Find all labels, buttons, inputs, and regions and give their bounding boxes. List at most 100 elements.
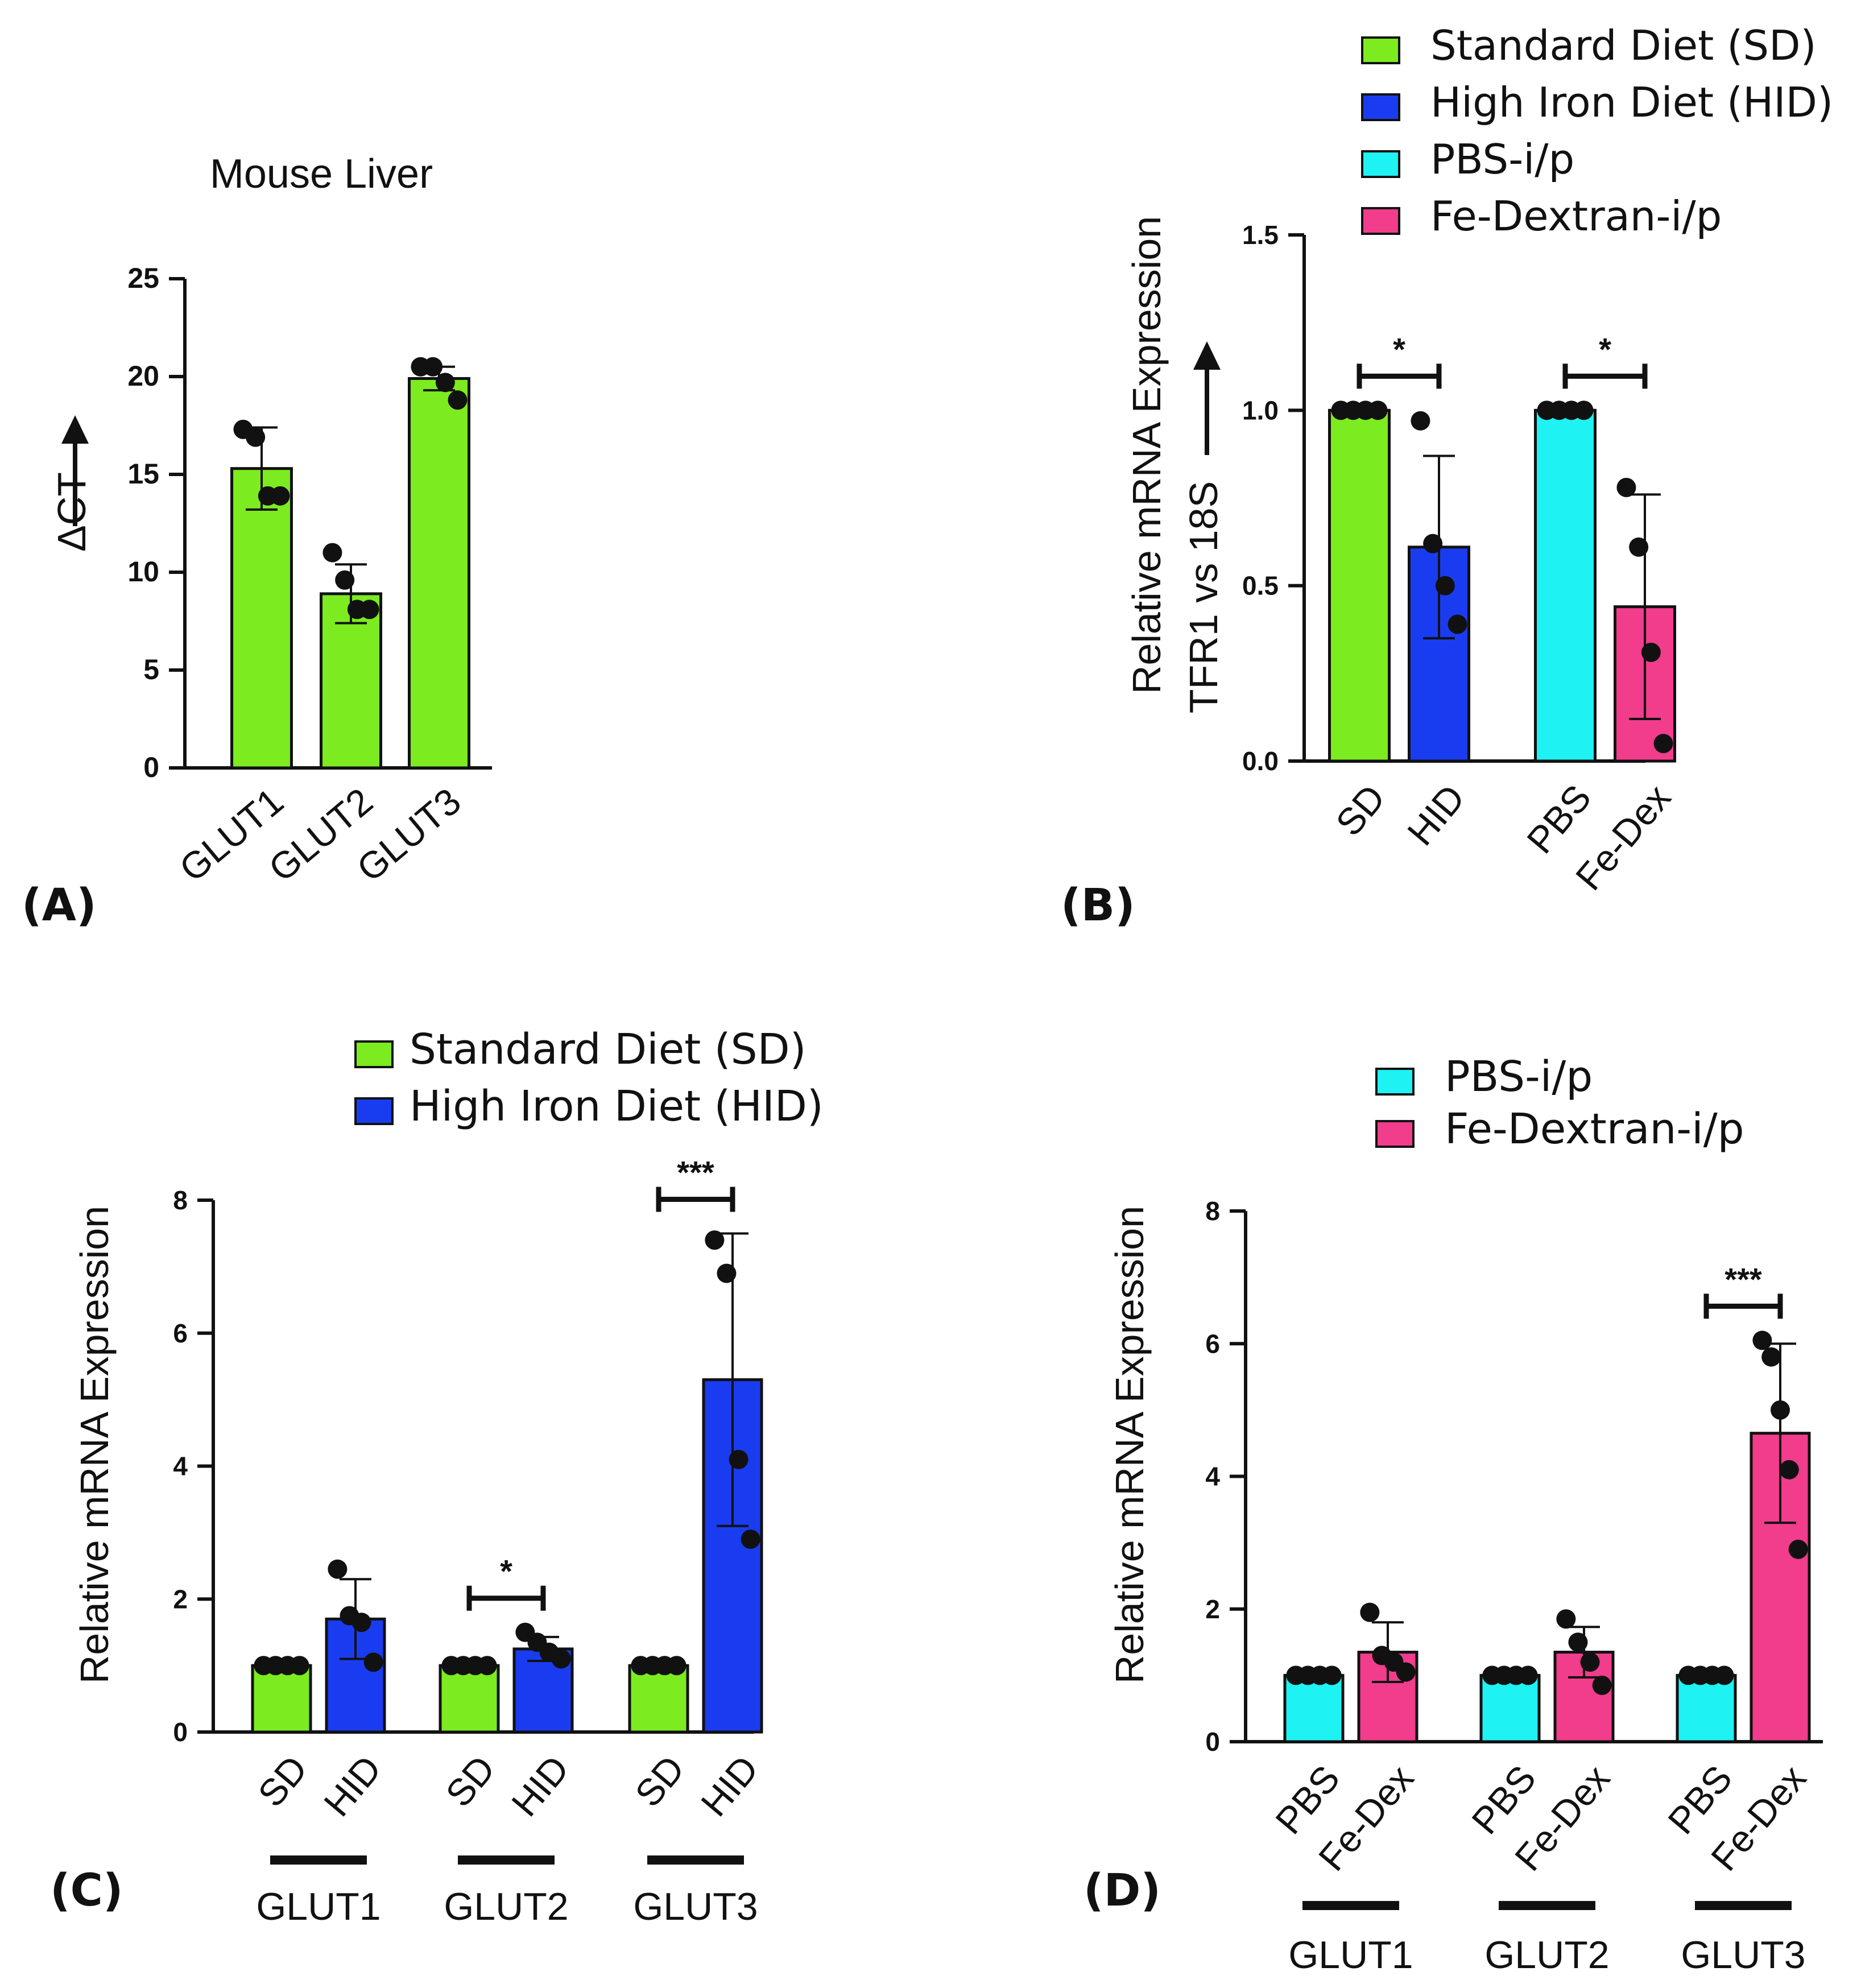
data-point xyxy=(335,570,355,590)
data-point xyxy=(1411,411,1430,431)
data-point xyxy=(1396,1662,1416,1682)
data-point xyxy=(551,1649,571,1669)
y-tick-label: 0.5 xyxy=(1242,571,1279,601)
x-tick-label: HID xyxy=(503,1747,577,1824)
bar xyxy=(1328,408,1391,763)
legend-entry: Fe-Dextran-i/p xyxy=(1430,192,1722,240)
legend-swatch xyxy=(1361,207,1400,235)
bar xyxy=(628,1664,689,1734)
x-tick-label: HID xyxy=(316,1747,390,1824)
y-tick-label: 4 xyxy=(173,1452,188,1481)
y-tick-label: 10 xyxy=(127,556,159,588)
legend-entry: Standard Diet (SD) xyxy=(410,1025,806,1074)
data-point xyxy=(717,1263,737,1283)
data-point xyxy=(1360,1602,1380,1622)
data-point xyxy=(1752,1330,1772,1350)
group-label: GLUT1 xyxy=(256,1885,381,1928)
x-tick-label: SD xyxy=(627,1747,693,1815)
y-tick-label: 0 xyxy=(173,1717,188,1747)
bar xyxy=(408,377,470,770)
bar xyxy=(251,1664,312,1734)
chart-title: Mouse Liver xyxy=(210,151,433,197)
legend-swatch xyxy=(1361,36,1400,64)
data-point xyxy=(1574,400,1594,420)
legend-swatch xyxy=(1361,150,1400,178)
data-point xyxy=(1368,400,1388,420)
y-tick-label: 8 xyxy=(173,1185,188,1215)
bar xyxy=(1283,1673,1345,1743)
data-point xyxy=(322,543,342,563)
data-point xyxy=(270,486,290,506)
data-point xyxy=(1592,1675,1612,1695)
x-tick-label: HID xyxy=(693,1747,767,1824)
y-tick-label: 0 xyxy=(1205,1727,1220,1756)
bar xyxy=(702,1378,763,1734)
x-tick-label: SD xyxy=(437,1747,503,1815)
legend-entry: Fe-Dextran-i/p xyxy=(1445,1105,1744,1154)
y-tick-label: 0.0 xyxy=(1242,746,1279,776)
y-tick-label: 5 xyxy=(143,654,159,685)
y-tick-label: 8 xyxy=(1205,1196,1220,1226)
legend-entry: High Iron Diet (HID) xyxy=(410,1082,824,1131)
y-axis-label: ΔCT xyxy=(49,472,94,552)
data-point xyxy=(1616,478,1636,497)
y-tick-label: 1.5 xyxy=(1242,220,1279,250)
data-point xyxy=(448,390,468,410)
group-label: GLUT3 xyxy=(1681,1933,1805,1977)
data-point xyxy=(363,1652,383,1672)
y-tick-label: 20 xyxy=(127,360,159,392)
data-point xyxy=(328,1559,348,1579)
bar xyxy=(512,1647,574,1734)
data-point xyxy=(435,373,455,392)
y-tick-label: 4 xyxy=(1205,1462,1220,1491)
data-point xyxy=(1629,537,1649,557)
significance-label: * xyxy=(1393,331,1405,367)
legend-entry: Standard Diet (SD) xyxy=(1430,22,1817,69)
bar xyxy=(1676,1673,1737,1743)
bar xyxy=(1534,408,1597,763)
y-tick-label: 2 xyxy=(173,1584,188,1614)
panel-label-c: (C) xyxy=(50,1865,123,1916)
bar xyxy=(1479,1673,1541,1743)
data-point xyxy=(246,427,266,447)
y-axis-arrowhead xyxy=(61,415,89,444)
data-point xyxy=(290,1656,309,1676)
y-tick-label: 2 xyxy=(1205,1594,1220,1624)
legend-entry: PBS-i/p xyxy=(1445,1052,1593,1101)
data-point xyxy=(1435,576,1455,596)
x-tick-label: HID xyxy=(1399,776,1473,853)
data-point xyxy=(1788,1539,1808,1559)
y-axis-arrowhead xyxy=(1193,341,1221,370)
data-point xyxy=(1653,734,1673,754)
data-point xyxy=(1518,1665,1538,1685)
significance-label: *** xyxy=(677,1154,714,1190)
data-point xyxy=(1556,1609,1576,1629)
panel-label-d: (D) xyxy=(1083,1865,1161,1916)
data-point xyxy=(1714,1665,1734,1685)
y-tick-label: 25 xyxy=(127,262,159,294)
data-point xyxy=(1761,1347,1781,1367)
legend-swatch xyxy=(354,1097,394,1125)
panel-label-a: (A) xyxy=(22,880,97,931)
group-label: GLUT2 xyxy=(444,1885,568,1928)
legend-swatch xyxy=(354,1040,394,1068)
significance-label: * xyxy=(500,1553,512,1589)
legend-swatch xyxy=(1375,1068,1415,1096)
data-point xyxy=(1641,642,1661,662)
group-label: GLUT3 xyxy=(633,1885,758,1928)
bar xyxy=(1408,545,1470,763)
panel-label-b: (B) xyxy=(1061,880,1135,931)
bar xyxy=(320,592,382,770)
legend-entry: PBS-i/p xyxy=(1430,135,1574,183)
y-tick-label: 6 xyxy=(1205,1329,1220,1358)
legend-entry: High Iron Diet (HID) xyxy=(1430,78,1833,126)
data-point xyxy=(705,1230,725,1250)
y-axis-label: TFR1 vs 18S xyxy=(1181,481,1226,713)
significance-label: *** xyxy=(1724,1261,1762,1297)
data-point xyxy=(423,357,443,377)
data-point xyxy=(477,1656,497,1676)
significance-label: * xyxy=(1599,331,1611,367)
data-point xyxy=(1771,1400,1790,1420)
